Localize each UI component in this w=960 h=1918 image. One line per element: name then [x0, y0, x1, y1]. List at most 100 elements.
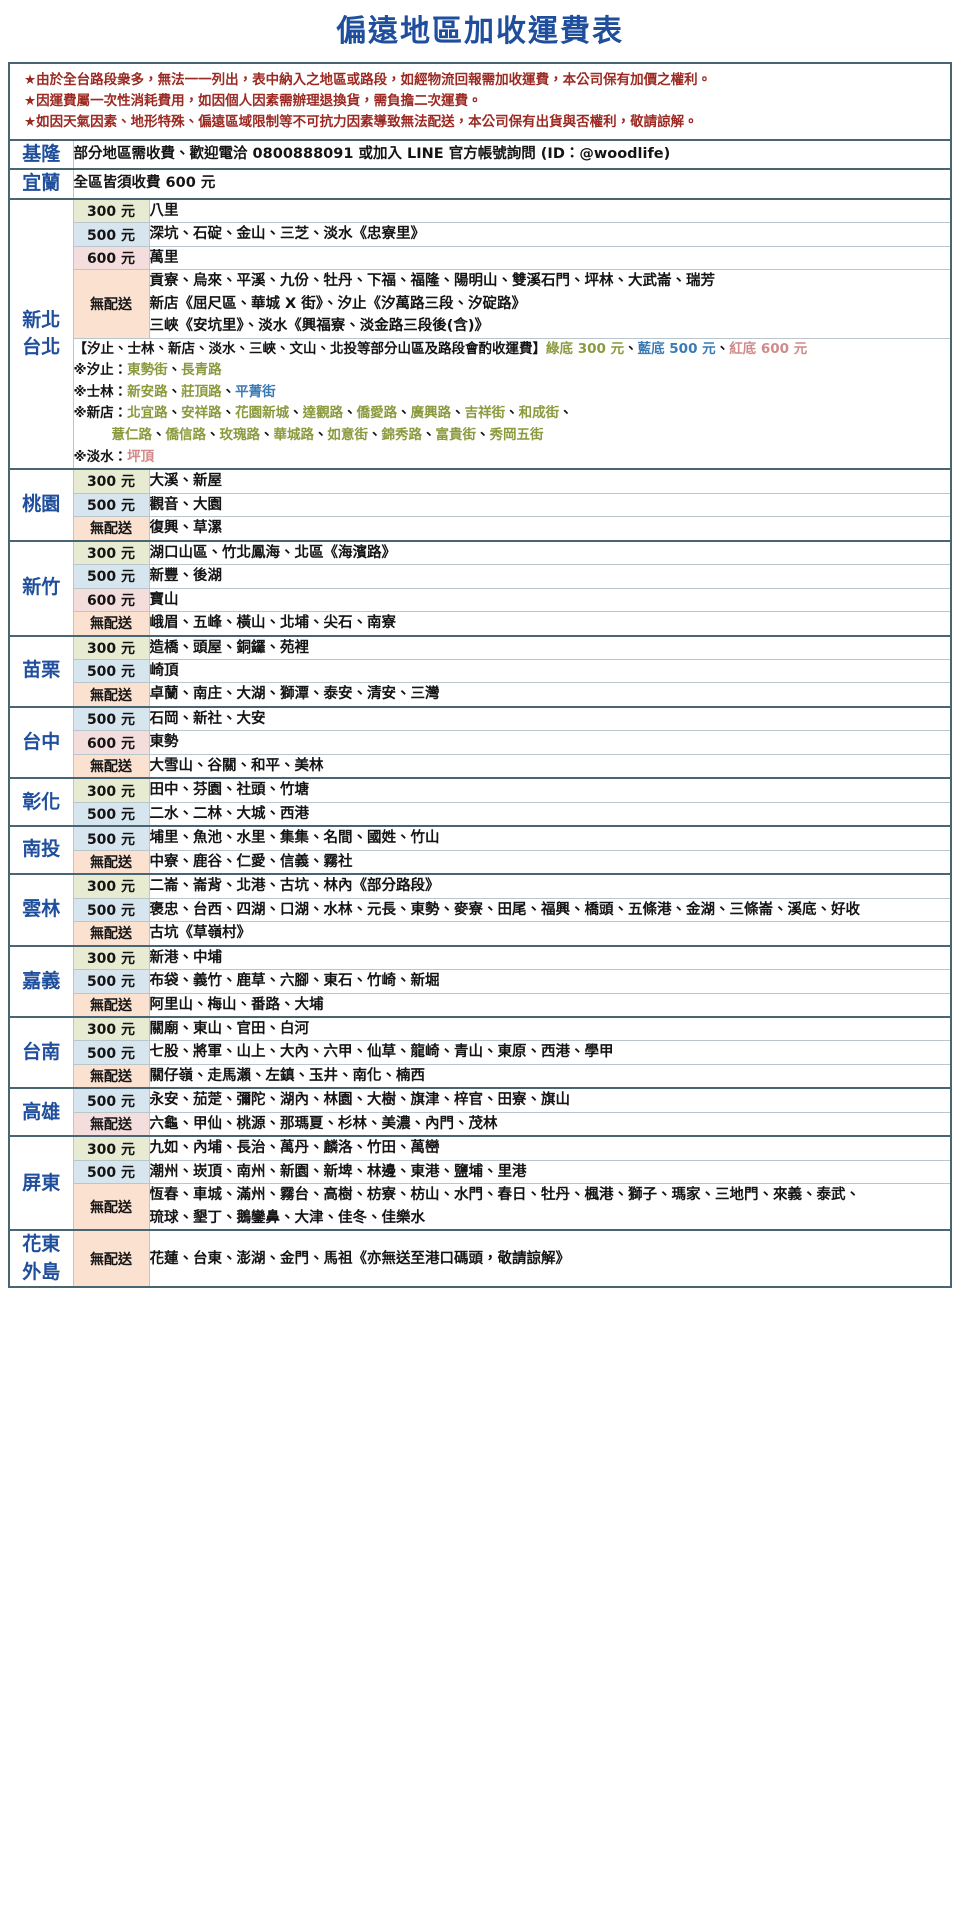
- fee-tier-label: 300 元: [72, 873, 150, 899]
- fee-tier-label: 300 元: [72, 777, 150, 803]
- area-line: 新港、中埔: [149, 949, 222, 966]
- area-line: 八里: [149, 202, 179, 219]
- area-list: 七股、將軍、山上、大內、六甲、仙草、龍崎、青山、東原、西港、學甲: [148, 1040, 952, 1065]
- special-note-road: 薏仁路: [111, 427, 153, 444]
- taipei-special-note: 【汐止、士林、新店、淡水、三峽、文山、北投等部分山區及路段會酌收運費】綠底 30…: [72, 337, 952, 470]
- fee-tier-label: 無配送: [72, 1111, 150, 1137]
- table-row: 無配送 峨眉、五峰、橫山、北埔、尖石、南寮: [9, 611, 952, 637]
- special-note-district-label: ※新店：: [73, 405, 128, 422]
- region-label: 花東 外島: [8, 1229, 74, 1288]
- area-line: 復興、草漯: [149, 520, 222, 537]
- area-line: 大雪山、谷關、和平、美林: [149, 757, 324, 774]
- special-note-road: 花園新城: [235, 405, 290, 422]
- special-note-head-text: 【汐止、士林、新店、淡水、三峽、文山、北投等部分山區及路段會酌收運費】: [73, 340, 547, 357]
- area-list: 古坑《草嶺村》: [148, 921, 952, 947]
- special-note-line: 薏仁路、僑信路、玫瑰路、華城路、如意街、錦秀路、富貴街、秀岡五街: [74, 425, 951, 447]
- special-note-road: 、: [397, 405, 411, 422]
- fee-tier-label: 300 元: [72, 634, 150, 660]
- fee-tier-label: 無配送: [72, 1229, 150, 1288]
- fee-legend-item: 、: [624, 340, 638, 357]
- special-note-district-label: ※士林：: [73, 383, 128, 400]
- area-line: 東勢: [149, 734, 179, 751]
- special-note-road: 達觀路: [302, 405, 344, 422]
- area-line: 深坑、石碇、金山、三芝、淡水《忠寮里》: [149, 226, 425, 243]
- area-list: 石岡、新社、大安: [148, 705, 952, 732]
- special-note-road: 廣興路: [410, 405, 452, 422]
- area-line: 三峽《安坑里》、淡水《興福寮、淡金路三段後(含)》: [149, 318, 490, 335]
- table-row: 500 元褒忠、台西、四湖、口湖、水林、元長、東勢、麥寮、田尾、福興、橋頭、五條…: [9, 897, 952, 923]
- area-line: 關廟、東山、官田、白河: [149, 1021, 309, 1038]
- area-line: 古坑《草嶺村》: [149, 925, 251, 942]
- area-list: 東勢: [148, 730, 952, 755]
- table-row: 無配送 復興、草漯: [9, 516, 952, 542]
- area-line: 田中、芬園、社頭、竹塘: [149, 782, 309, 799]
- area-line: 卓蘭、南庄、大湖、獅潭、泰安、清安、三灣: [149, 686, 440, 703]
- special-note-road: 、: [505, 405, 519, 422]
- fee-tier-label: 600 元: [72, 730, 150, 755]
- table-row: 屏東 300 元九如、內埔、長治、萬丹、麟洛、竹田、萬巒: [8, 1135, 952, 1231]
- special-note-road: 華城路: [273, 427, 315, 444]
- special-note-line: ※新店：北宜路、安祥路、花園新城、達觀路、僑愛路、廣興路、吉祥街、和成街、: [74, 403, 951, 425]
- table-row: 600 元東勢: [9, 730, 952, 755]
- special-note-road: 北宜路: [127, 405, 168, 422]
- fee-tier-label: 無配送: [72, 611, 150, 637]
- area-list: 中寮、鹿谷、仁愛、信義、霧社: [148, 849, 952, 875]
- table-row: 無配送 大雪山、谷關、和平、美林: [9, 753, 952, 779]
- table-row: 500 元潮州、崁頂、南州、新園、新埤、林邊、東港、鹽埔、里港: [9, 1159, 952, 1185]
- special-note-road: 、: [167, 383, 182, 400]
- area-list: 恆春、車城、滿州、霧台、高樹、枋寮、枋山、水門、春日、牡丹、楓港、獅子、瑪家、三…: [148, 1183, 952, 1231]
- area-line: 九如、內埔、長治、萬丹、麟洛、竹田、萬巒: [149, 1140, 440, 1157]
- row-yilan: 宜蘭 全區皆須收費 600 元: [8, 168, 952, 200]
- special-note-road: 新安路: [127, 383, 168, 400]
- special-note-road: 和成街: [518, 405, 560, 422]
- special-note-road: 、: [476, 427, 490, 444]
- table-row: 500 元觀音、大園: [9, 492, 952, 518]
- region-label-line: 花東: [22, 1233, 61, 1256]
- taipei-special-note-row: 【汐止、士林、新店、淡水、三峽、文山、北投等部分山區及路段會酌收運費】綠底 30…: [9, 337, 952, 470]
- table-row: 無配送 阿里山、梅山、番路、大埔: [9, 992, 952, 1018]
- special-note-line: ※淡水：坪頂: [74, 447, 951, 469]
- area-line: 關仔嶺、走馬瀨、左鎮、玉井、南化、楠西: [149, 1067, 425, 1084]
- fee-tier-label: 無配送: [72, 753, 150, 779]
- table-row: 600 元萬里: [9, 245, 952, 271]
- fee-tier-label: 500 元: [72, 222, 150, 247]
- fee-tier-label: 300 元: [72, 1135, 150, 1161]
- table-row: 無配送 關仔嶺、走馬瀨、左鎮、玉井、南化、楠西: [9, 1063, 952, 1089]
- area-list: 湖口山區、竹北鳳海、北區《海濱路》: [148, 539, 952, 566]
- area-list: 卓蘭、南庄、大湖、獅潭、泰安、清安、三灣: [148, 682, 952, 708]
- area-line: 新豐、後湖: [149, 568, 222, 585]
- region-label-yilan: 宜蘭: [8, 168, 74, 200]
- notes-list: ★由於全台路段衆多，無法一一列出，表中納入之地區或路段，如經物流回報需加收運費，…: [10, 64, 950, 139]
- area-list: 大溪、新屋: [148, 468, 952, 494]
- area-list: 褒忠、台西、四湖、口湖、水林、元長、東勢、麥寮、田尾、福興、橋頭、五條港、金湖、…: [148, 897, 952, 923]
- region-label: 桃園: [8, 468, 74, 542]
- special-note-road: 、: [206, 427, 220, 444]
- page-title: 偏遠地區加收運費表: [336, 14, 624, 49]
- area-line: 石岡、新社、大安: [149, 710, 266, 727]
- fee-legend-item: 綠底 300 元: [546, 340, 625, 357]
- table-row: 嘉義 300 元新港、中埔: [8, 944, 952, 1018]
- region-label: 南投: [8, 825, 74, 875]
- fee-tier-label: 500 元: [72, 825, 150, 851]
- region-label: 台中: [8, 705, 74, 779]
- special-note-road: 、: [152, 427, 166, 444]
- table-row: 彰化 300 元田中、芬園、社頭、竹塘: [8, 777, 952, 827]
- note-line: ★因運費屬一次性消耗費用，如因個人因素需辦理退換貨，需負擔二次運費。: [24, 92, 482, 109]
- fee-tier-label: 500 元: [72, 1159, 150, 1185]
- area-list: 花蓮、台東、澎湖、金門、馬祖《亦無送至港口碼頭，敬請諒解》: [148, 1229, 952, 1288]
- area-line: 貢寮、烏來、平溪、九份、牡丹、下福、福隆、陽明山、雙溪石門、坪林、大武崙、瑞芳: [149, 273, 715, 290]
- area-line: 大溪、新屋: [149, 473, 222, 490]
- area-line: 湖口山區、竹北鳳海、北區《海濱路》: [149, 544, 396, 561]
- fee-tier-label: 300 元: [72, 468, 150, 494]
- area-list: 九如、內埔、長治、萬丹、麟洛、竹田、萬巒: [148, 1135, 952, 1161]
- fee-tier-label: 300 元: [72, 539, 150, 566]
- area-line: 二崙、崙背、北港、古坑、林內《部分路段》: [149, 878, 440, 895]
- special-note-road: 僑愛路: [356, 405, 398, 422]
- fee-legend-item: 紅底 600 元: [729, 340, 808, 357]
- special-note-line: ※士林：新安路、莊頂路、平菁街: [74, 382, 951, 404]
- area-list: 二水、二林、大城、西港: [148, 801, 952, 827]
- area-list: 大雪山、谷關、和平、美林: [148, 753, 952, 779]
- area-line: 造橋、頭屋、銅鑼、苑裡: [149, 639, 309, 656]
- table-row: 南投 500 元埔里、魚池、水里、集集、名間、國姓、竹山: [8, 825, 952, 875]
- area-list: 寶山: [148, 587, 952, 613]
